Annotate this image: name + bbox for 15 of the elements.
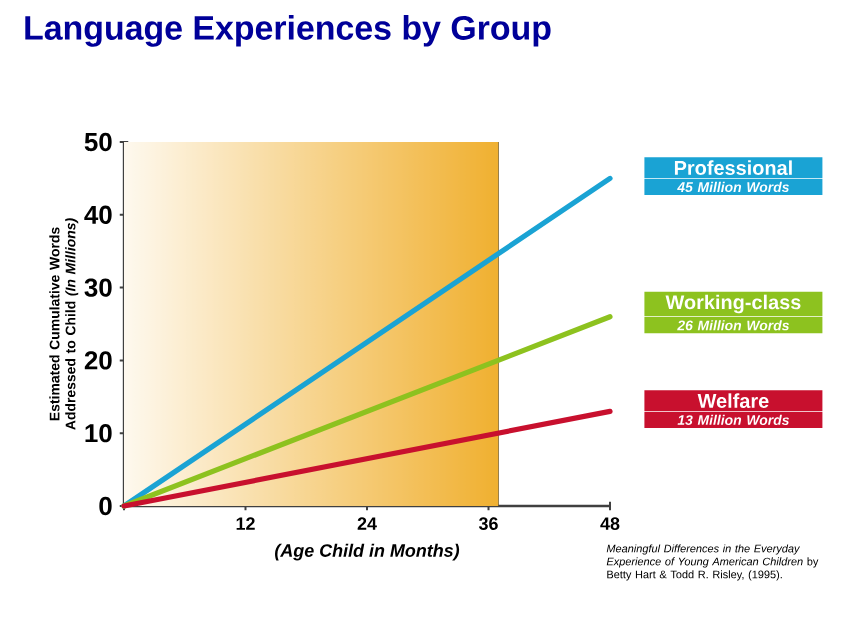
x-tick-label: 24	[357, 517, 377, 530]
chart-title: Language Experiences by Group	[25, 15, 551, 47]
x-tick-label: 36	[478, 517, 498, 530]
x-tick-label: 12	[236, 517, 255, 530]
text: Professional	[674, 160, 792, 175]
y-tick-label: 20	[84, 351, 112, 370]
y-tick-label: 40	[84, 205, 112, 224]
y-tick-label: 30	[84, 278, 112, 297]
text: Welfare	[697, 393, 769, 408]
y-tick-label: 0	[99, 496, 112, 516]
y-tick-label: 10	[85, 424, 112, 443]
x-tick-label: 48	[600, 517, 620, 530]
x-axis-title: (Age Child in Months)	[275, 543, 460, 561]
text: Working-class	[665, 294, 801, 314]
y-tick-label: 50	[84, 132, 112, 152]
